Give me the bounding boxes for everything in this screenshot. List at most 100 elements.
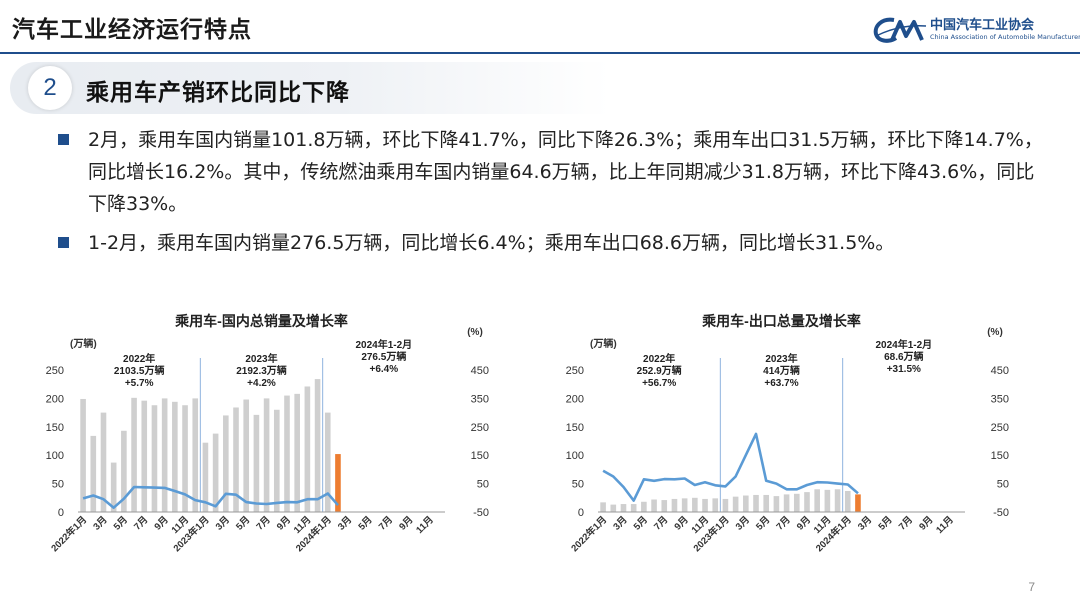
x-tick-label: 9月 — [153, 514, 171, 532]
x-tick-label: 7月 — [377, 514, 395, 532]
bar — [763, 494, 770, 512]
bar — [253, 414, 260, 512]
growth-line — [602, 432, 859, 502]
annotation-text: 2023年 — [245, 352, 277, 365]
section-title: 乘用车产销环比同比下降 — [86, 80, 350, 106]
y-tick-label: 50 — [572, 479, 584, 491]
chart-title: 乘用车-国内总销量及增长率 — [174, 313, 348, 329]
domestic-sales-chart: 乘用车-国内总销量及增长率 (万辆) (%) 0 50 100 150 200 250 -50 50… — [30, 300, 510, 600]
x-tick-label: 3月 — [611, 514, 629, 532]
section-band — [10, 62, 610, 114]
bar — [732, 496, 739, 512]
bullet-list: 2月，乘用车国内销量101.8万辆，环比下降41.7%，同比下降26.3%；乘用… — [50, 124, 1050, 266]
x-tick-label: 7月 — [254, 514, 272, 532]
y2-tick-label: -50 — [993, 507, 1009, 519]
bar — [600, 502, 606, 512]
x-tick-label: 11月 — [414, 514, 436, 536]
y-tick-label: 200 — [46, 393, 64, 405]
y2-axis-label: (%) — [987, 327, 1003, 338]
bar — [681, 498, 688, 512]
x-tick-label: 7月 — [652, 514, 670, 532]
bar — [743, 495, 749, 512]
x-tick-label: 3月 — [214, 514, 232, 532]
y-axis-label: (万辆) — [590, 337, 617, 350]
bar — [324, 412, 331, 512]
annotation-text: +31.5% — [887, 364, 921, 375]
x-tick-label: 9月 — [275, 514, 293, 532]
annotation-text: 252.9万辆 — [637, 364, 682, 377]
bar — [161, 398, 168, 512]
y2-axis-label: (%) — [467, 327, 483, 338]
bar — [131, 397, 137, 512]
y2-tick-label: 450 — [471, 365, 489, 377]
domestic-sales-chart-svg: 乘用车-国内总销量及增长率 (万辆) (%) 0 50 100 150 200 250 -50 50… — [46, 313, 489, 555]
bar — [243, 399, 250, 512]
bar — [641, 501, 647, 512]
y2-tick-label: 350 — [991, 393, 1009, 405]
bar — [702, 498, 708, 512]
bar — [263, 398, 270, 512]
bar — [814, 489, 820, 512]
bullet-text: 2月，乘用车国内销量101.8万辆，环比下降41.7%，同比下降26.3%；乘用… — [88, 129, 1043, 215]
bar — [712, 498, 719, 512]
annotation-text: 68.6万辆 — [884, 350, 923, 363]
y-tick-label: 150 — [566, 422, 584, 434]
bar — [671, 498, 678, 512]
annotation-text: 414万辆 — [763, 364, 800, 377]
bar — [223, 415, 229, 512]
annotation-text: +56.7% — [642, 378, 676, 389]
x-tick-label: 5月 — [876, 514, 894, 532]
section-number: 2 — [28, 66, 72, 110]
x-tick-label: 5月 — [632, 514, 650, 532]
x-tick-label: 5月 — [754, 514, 772, 532]
bar — [182, 405, 188, 512]
bar — [783, 494, 790, 512]
y2-tick-label: 450 — [991, 365, 1009, 377]
y-tick-label: 150 — [46, 422, 64, 434]
bar — [314, 379, 321, 512]
y2-tick-label: -50 — [473, 507, 489, 519]
bar — [630, 504, 637, 512]
x-tick-label: 5月 — [234, 514, 252, 532]
y-tick-label: 100 — [46, 450, 64, 462]
annotation-text: 2103.5万辆 — [114, 364, 165, 377]
top-bar: 汽车工业经济运行特点 中国汽车工业协会 China Association of… — [0, 0, 1080, 52]
bar — [233, 407, 239, 512]
x-tick-label: 3月 — [734, 514, 752, 532]
bullet-item: 2月，乘用车国内销量101.8万辆，环比下降41.7%，同比下降26.3%；乘用… — [50, 124, 1050, 220]
y2-tick-label: 150 — [471, 450, 489, 462]
y-tick-label: 0 — [58, 507, 64, 519]
bar — [610, 504, 617, 512]
bar — [661, 500, 668, 512]
annotation-text: 2022年 — [123, 352, 155, 365]
annotation-text: 2023年 — [765, 352, 797, 365]
y-tick-label: 100 — [566, 450, 584, 462]
x-tick-label: 7月 — [132, 514, 150, 532]
x-tick-label: 3月 — [91, 514, 109, 532]
bar — [90, 435, 97, 512]
x-tick-label: 2022年1月 — [49, 514, 90, 555]
caam-logo: 中国汽车工业协会 China Association of Automobile… — [872, 14, 1080, 48]
bar-highlight — [335, 454, 341, 512]
bar — [110, 462, 117, 512]
page-title: 汽车工业经济运行特点 — [12, 17, 252, 43]
bar — [80, 398, 86, 512]
annotation-text: +6.4% — [370, 364, 399, 375]
y-axis-label: (万辆) — [70, 337, 97, 350]
x-tick-label: 7月 — [897, 514, 915, 532]
bar — [834, 489, 841, 512]
x-tick-label: 9月 — [673, 514, 691, 532]
y2-tick-label: 250 — [991, 422, 1009, 434]
x-tick-label: 9月 — [397, 514, 415, 532]
org-name-en: China Association of Automobile Manufact… — [930, 33, 1080, 41]
x-tick-label: 2022年1月 — [569, 514, 610, 555]
org-name-cn: 中国汽车工业协会 — [930, 18, 1035, 33]
y-tick-label: 250 — [46, 365, 64, 377]
bar — [172, 401, 178, 512]
bar — [212, 433, 219, 512]
y2-tick-label: 50 — [477, 479, 489, 491]
bullet-item: 1-2月，乘用车国内销量276.5万辆，同比增长6.4%；乘用车出口68.6万辆… — [50, 227, 1050, 259]
y-tick-label: 200 — [566, 393, 584, 405]
bar — [620, 504, 627, 512]
x-tick-label: 3月 — [336, 514, 354, 532]
